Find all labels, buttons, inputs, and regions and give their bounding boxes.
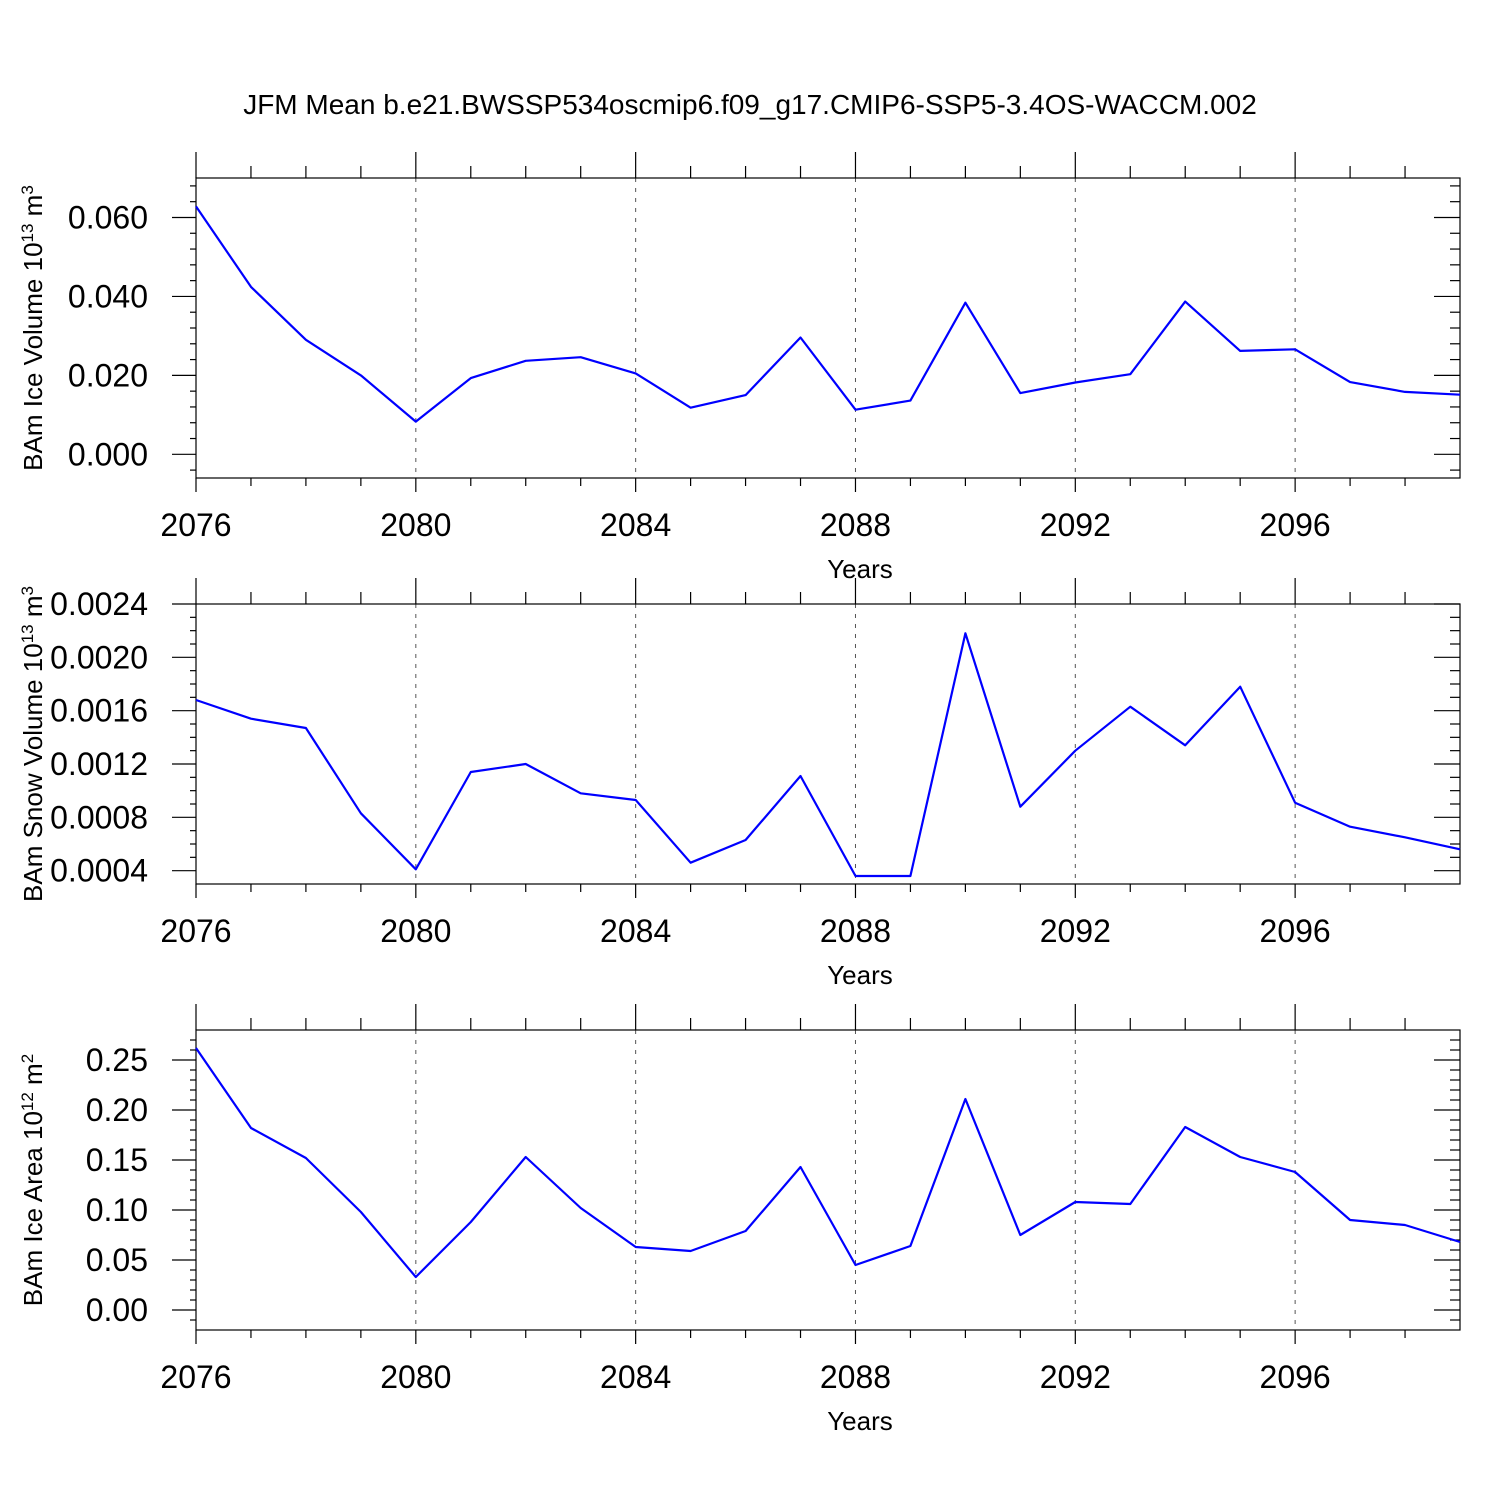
y-axis-label-superscript: 2 bbox=[18, 1054, 37, 1063]
data-series-line bbox=[195, 1047, 1461, 1279]
y-axis-label-text: BAm Snow Volume 10 bbox=[18, 643, 48, 902]
x-tick-label: 2096 bbox=[1260, 1359, 1331, 1395]
chart-panels: 2076 2080 2084 2088 2092 2096 0.000 0.020 0.040 0… bbox=[18, 152, 1461, 1436]
chart-panel-3: 2076 2080 2084 2088 2092 2096 0.00 0.05 0.10 0.15… bbox=[18, 1004, 1461, 1436]
y-axis-label-text: BAm Ice Area 10 bbox=[18, 1111, 48, 1306]
y-tick-label: 0.0008 bbox=[50, 799, 148, 835]
x-tick-label: 2084 bbox=[600, 913, 671, 949]
y-tick-label: 0.0020 bbox=[50, 639, 148, 675]
y-axis-label: BAm Snow Volume 1013 m3 bbox=[18, 586, 49, 902]
y-tick-label: 0.020 bbox=[68, 357, 148, 393]
y-tick-label: 0.25 bbox=[86, 1042, 148, 1078]
y-axis-label: BAm Ice Area 1012 m2 bbox=[18, 1054, 49, 1306]
chart-panel-2: 2076 2080 2084 2088 2092 2096 0.0004 0.0008 0.00… bbox=[18, 578, 1461, 990]
y-axis-label-text: BAm Ice Volume 10 bbox=[18, 242, 48, 470]
x-tick-label: 2088 bbox=[820, 913, 891, 949]
y-tick-label: 0.15 bbox=[86, 1142, 148, 1178]
x-tick-label: 2092 bbox=[1040, 507, 1111, 543]
x-tick-label: 2092 bbox=[1040, 1359, 1111, 1395]
y-axis-label-superscript: 13 bbox=[18, 624, 37, 643]
y-axis-label-superscript: 3 bbox=[18, 586, 37, 595]
x-tick-label: 2088 bbox=[820, 507, 891, 543]
x-tick-label: 2088 bbox=[820, 1359, 891, 1395]
x-tick-label: 2080 bbox=[380, 1359, 451, 1395]
plot-frame bbox=[195, 1029, 1461, 1331]
plot-frame bbox=[195, 603, 1461, 885]
x-tick-label: 2092 bbox=[1040, 913, 1111, 949]
y-axis-label-superscript: 12 bbox=[18, 1092, 37, 1111]
x-tick-label: 2076 bbox=[160, 1359, 231, 1395]
x-axis-label: Years bbox=[827, 960, 893, 990]
x-axis-label: Years bbox=[827, 554, 893, 584]
x-tick-label: 2096 bbox=[1260, 507, 1331, 543]
x-tick-label: 2084 bbox=[600, 1359, 671, 1395]
y-axis-label-text: m bbox=[18, 1063, 48, 1092]
y-tick-label: 0.20 bbox=[86, 1092, 148, 1128]
y-axis-label-text: m bbox=[18, 595, 48, 624]
data-series-line bbox=[195, 205, 1461, 423]
y-axis-label-superscript: 13 bbox=[18, 224, 37, 243]
y-tick-label: 0.0004 bbox=[50, 853, 148, 889]
y-tick-label: 0.10 bbox=[86, 1192, 148, 1228]
y-tick-label: 0.0012 bbox=[50, 746, 148, 782]
plot-frame bbox=[195, 177, 1461, 479]
y-tick-label: 0.000 bbox=[68, 436, 148, 472]
y-tick-label: 0.060 bbox=[68, 199, 148, 235]
chart-panel-1: 2076 2080 2084 2088 2092 2096 0.000 0.020 0.040 0… bbox=[18, 152, 1461, 584]
y-axis-label: BAm Ice Volume 1013 m3 bbox=[18, 185, 49, 471]
data-series-line bbox=[195, 632, 1461, 878]
figure-title: JFM Mean b.e21.BWSSP534oscmip6.f09_g17.C… bbox=[243, 89, 1257, 120]
x-axis-label: Years bbox=[827, 1406, 893, 1436]
y-axis-label-text: m bbox=[18, 195, 48, 224]
x-tick-label: 2096 bbox=[1260, 913, 1331, 949]
x-tick-label: 2076 bbox=[160, 913, 231, 949]
x-tick-label: 2084 bbox=[600, 507, 671, 543]
y-tick-label: 0.0016 bbox=[50, 693, 148, 729]
y-tick-label: 0.00 bbox=[86, 1292, 148, 1328]
x-tick-label: 2076 bbox=[160, 507, 231, 543]
y-tick-label: 0.0024 bbox=[50, 586, 148, 622]
x-tick-label: 2080 bbox=[380, 507, 451, 543]
y-tick-label: 0.040 bbox=[68, 278, 148, 314]
y-axis-label-superscript: 3 bbox=[18, 185, 37, 194]
y-tick-label: 0.05 bbox=[86, 1242, 148, 1278]
x-tick-label: 2080 bbox=[380, 913, 451, 949]
